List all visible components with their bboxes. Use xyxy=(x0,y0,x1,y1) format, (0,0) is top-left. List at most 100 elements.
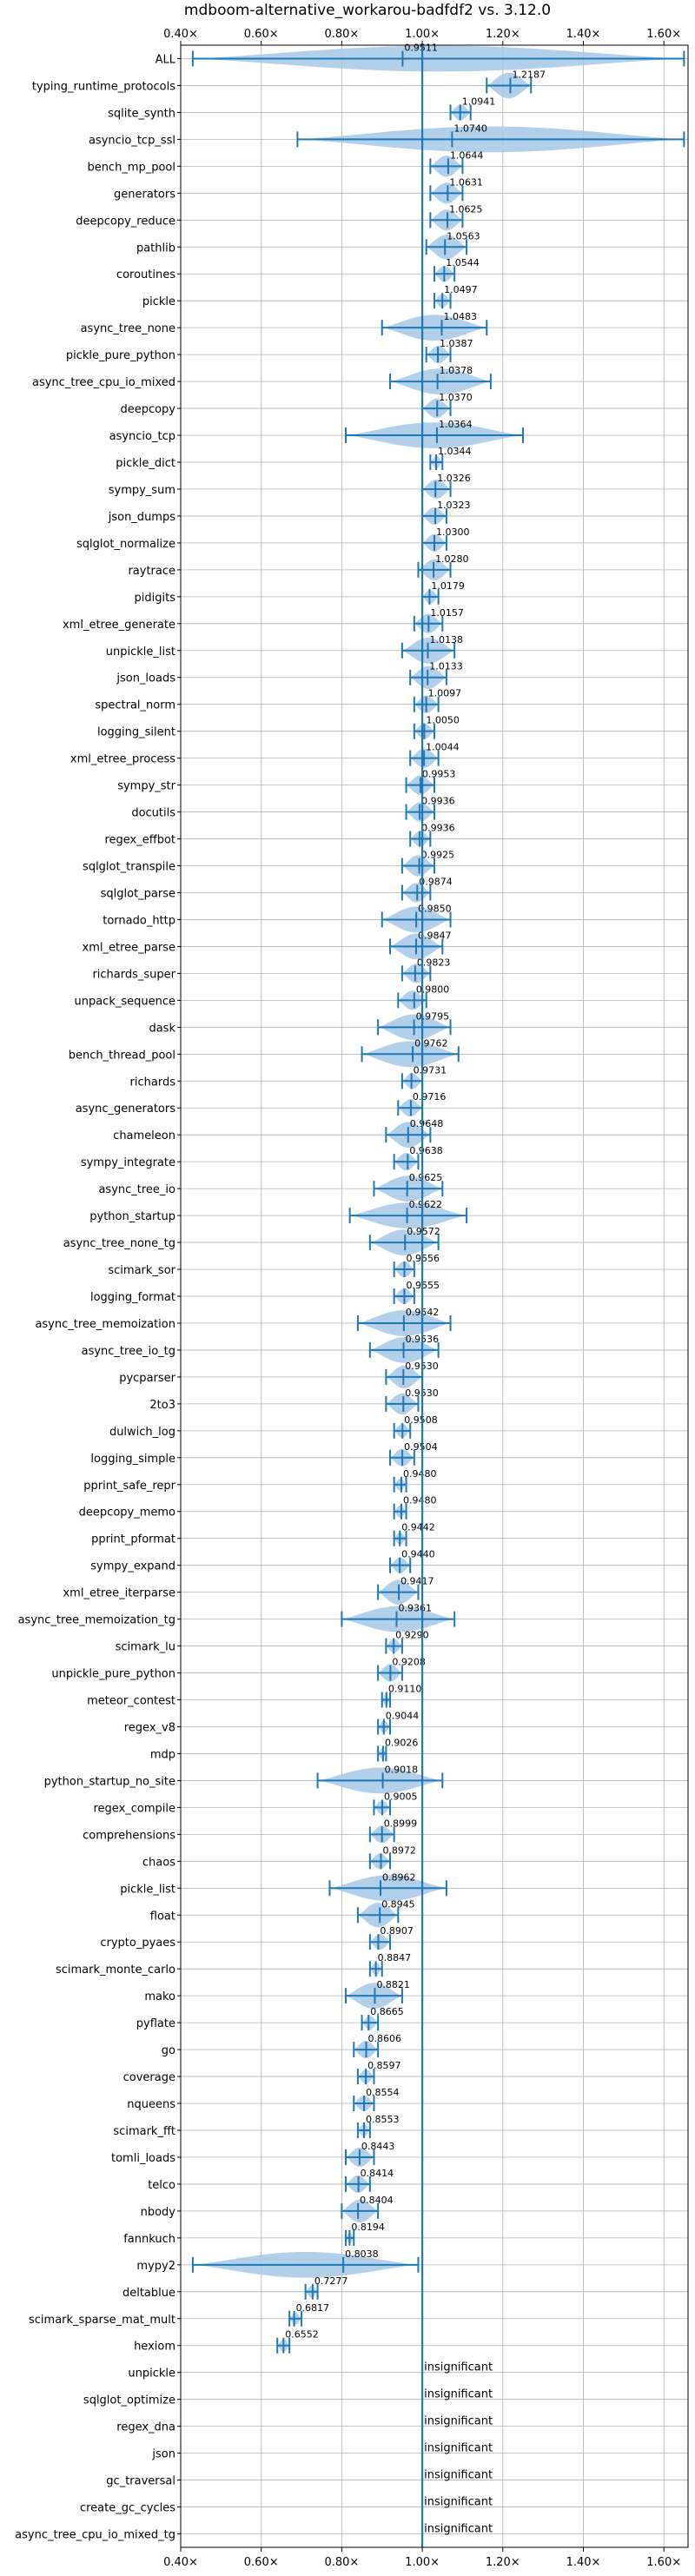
value-label: 1.0364 xyxy=(439,419,472,430)
axis-layer: ALL typing_runtime_protocols sqlite_syntha… xyxy=(15,28,689,2569)
insignificant-label: insignificant xyxy=(424,2361,493,2374)
value-label: 0.8597 xyxy=(367,2060,401,2071)
benchmark-label: async_tree_memoization xyxy=(35,1318,175,1331)
value-label: 1.0544 xyxy=(446,257,480,268)
value-label: 1.0370 xyxy=(439,392,473,403)
benchmark-label: telco xyxy=(148,2179,175,2192)
chart-title: mdboom-alternative_workarou-badfdf2 vs. … xyxy=(184,2,551,19)
value-label: 0.9823 xyxy=(417,957,451,968)
benchmark-label: tornado_http xyxy=(103,914,175,927)
benchmark-label: scimark_sparse_mat_mult xyxy=(29,2314,175,2327)
value-label: 1.0050 xyxy=(426,715,460,726)
benchmark-label: async_tree_io xyxy=(98,1183,175,1196)
value-label: 1.0378 xyxy=(440,365,473,376)
value-label: 0.9290 xyxy=(395,1630,429,1641)
benchmark-label: deepcopy_memo xyxy=(79,1507,175,1520)
x-tick-label-bottom: 0.40× xyxy=(163,2556,198,2569)
benchmark-label: json_loads xyxy=(116,672,175,685)
benchmark-label: unpickle xyxy=(128,2367,175,2381)
value-label: 1.0625 xyxy=(449,203,483,215)
benchmark-label: chaos xyxy=(142,1856,175,1869)
benchmark-label: pickle_dict xyxy=(116,457,175,470)
value-label: 0.9874 xyxy=(419,876,453,887)
benchmark-label: sqlglot_normalize xyxy=(76,538,175,551)
benchmark-label: scimark_sor xyxy=(108,1264,175,1277)
value-label: 0.9044 xyxy=(386,1710,420,1721)
benchmark-label: create_gc_cycles xyxy=(80,2502,175,2515)
benchmark-label: bench_mp_pool xyxy=(87,161,175,174)
benchmark-label: mako xyxy=(144,1990,175,2003)
x-tick-label-top: 1.20× xyxy=(486,28,520,41)
x-tick-label-top: 1.00× xyxy=(405,28,440,41)
value-label: 0.9005 xyxy=(384,1791,418,1802)
benchmark-label: async_tree_none_tg xyxy=(63,1237,175,1250)
benchmark-label: pprint_pformat xyxy=(91,1533,175,1546)
label-layer: 0.9511 1.2187 1.0941 1.0740 1.0644 1.0631 1.06… xyxy=(285,42,546,2535)
benchmark-label: unpickle_list xyxy=(106,646,175,659)
value-label: 0.9480 xyxy=(403,1495,437,1507)
value-label: 0.7277 xyxy=(314,2275,348,2287)
value-label: 0.9731 xyxy=(414,1064,447,1076)
benchmark-label: gc_traversal xyxy=(106,2475,175,2488)
value-label: 0.8962 xyxy=(382,1871,416,1883)
benchmark-label: spectral_norm xyxy=(95,699,175,712)
value-label: 0.8999 xyxy=(384,1818,418,1829)
insignificant-label: insignificant xyxy=(424,2469,493,2482)
value-label: 0.6817 xyxy=(296,2302,330,2314)
benchmark-label: fannkuch xyxy=(123,2233,175,2246)
benchmark-label: async_generators xyxy=(76,1103,176,1116)
insignificant-label: insignificant xyxy=(424,2523,493,2536)
benchmark-label: sqlglot_optimize xyxy=(83,2394,175,2407)
x-tick-label-top: 0.80× xyxy=(324,28,359,41)
benchmark-label: sympy_sum xyxy=(109,484,175,497)
benchmark-label: dulwich_log xyxy=(109,1426,175,1439)
benchmark-label: unpack_sequence xyxy=(74,995,175,1008)
benchmark-label: async_tree_cpu_io_mixed_tg xyxy=(15,2529,175,2542)
value-label: 0.9622 xyxy=(409,1199,443,1210)
x-tick-label-bottom: 0.60× xyxy=(244,2556,279,2569)
x-tick-label-bottom: 1.60× xyxy=(646,2556,681,2569)
benchmark-label: async_tree_cpu_io_mixed xyxy=(32,376,175,389)
value-label: 0.9572 xyxy=(407,1226,440,1237)
benchmark-label: sympy_integrate xyxy=(81,1156,175,1169)
value-label: 0.9511 xyxy=(404,42,438,53)
value-label: 1.0497 xyxy=(444,284,478,295)
x-tick-label-top: 1.40× xyxy=(566,28,601,41)
value-label: 1.0179 xyxy=(431,580,464,592)
value-label: 1.0300 xyxy=(436,526,470,538)
benchmark-label: bench_thread_pool xyxy=(69,1049,175,1062)
benchmark-label: pprint_safe_repr xyxy=(83,1480,175,1493)
value-label: 1.0387 xyxy=(440,338,473,349)
benchmark-label: deepcopy_reduce xyxy=(76,215,175,228)
benchmark-label: meteor_contest xyxy=(87,1695,175,1708)
benchmark-label: xml_etree_process xyxy=(70,753,175,766)
insignificant-label: insignificant xyxy=(424,2388,493,2401)
benchmark-label: typing_runtime_protocols xyxy=(32,80,175,93)
value-label: 0.9442 xyxy=(401,1522,435,1533)
benchmark-label: python_startup_no_site xyxy=(44,1775,175,1788)
benchmark-label: pyflate xyxy=(136,2017,175,2030)
value-label: 0.8606 xyxy=(367,2033,401,2044)
value-label: 1.0563 xyxy=(447,230,480,242)
value-label: 0.6552 xyxy=(285,2329,319,2341)
value-label: 0.8665 xyxy=(370,2006,404,2017)
benchmark-label: xml_etree_generate xyxy=(63,619,175,632)
value-label: 0.9953 xyxy=(422,769,456,780)
plot-frame xyxy=(180,44,689,2548)
benchmark-label: logging_simple xyxy=(90,1453,175,1466)
value-label: 1.0344 xyxy=(438,446,472,457)
value-label: 0.9638 xyxy=(409,1145,443,1156)
value-label: 0.8907 xyxy=(380,1925,414,1937)
value-label: 0.9936 xyxy=(421,823,455,834)
value-label: 1.0280 xyxy=(435,553,468,565)
insignificant-label: insignificant xyxy=(424,2415,493,2428)
insignificant-label: insignificant xyxy=(424,2496,493,2509)
value-label: 0.9504 xyxy=(404,1441,438,1453)
benchmark-label: deepcopy xyxy=(120,403,175,416)
benchmark-label: json xyxy=(151,2448,175,2461)
benchmark-label: nbody xyxy=(141,2206,176,2219)
benchmark-label: async_tree_io_tg xyxy=(82,1345,175,1358)
benchmark-label: regex_v8 xyxy=(124,1721,175,1734)
